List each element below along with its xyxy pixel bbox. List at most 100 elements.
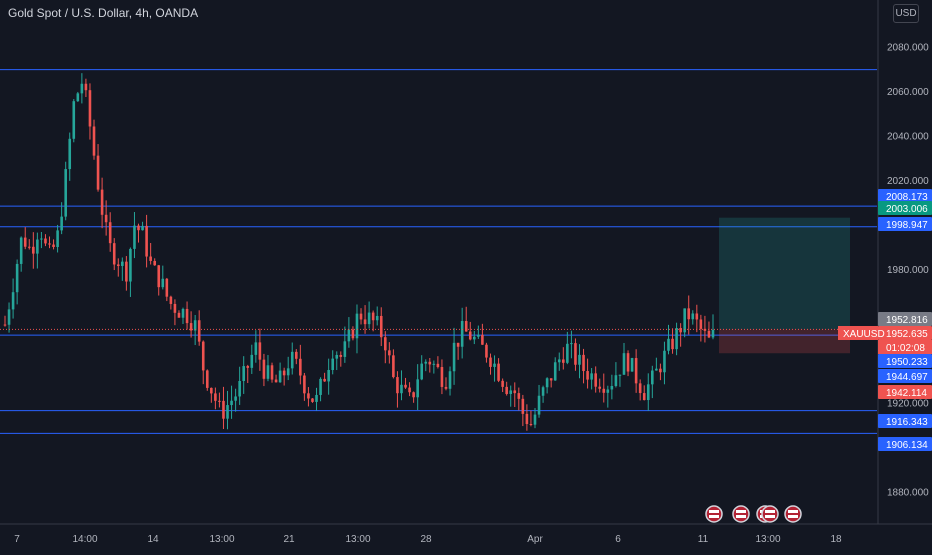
candle xyxy=(683,308,686,333)
candle xyxy=(133,225,136,249)
candle xyxy=(3,324,7,326)
symbol-tag xyxy=(838,326,878,340)
candle xyxy=(323,378,326,382)
candle xyxy=(610,385,614,390)
candle xyxy=(586,371,589,380)
candle xyxy=(108,222,112,244)
price-axis-label xyxy=(878,385,932,399)
candle xyxy=(60,216,63,231)
currency-button[interactable]: USD xyxy=(893,4,919,23)
candle xyxy=(501,380,504,387)
candle xyxy=(201,341,205,371)
candle xyxy=(679,328,682,333)
candle xyxy=(355,313,359,339)
candle xyxy=(618,374,622,376)
candle xyxy=(517,393,521,399)
symbol-tag-text: XAUUSD xyxy=(843,329,885,340)
candle xyxy=(687,308,691,320)
candle xyxy=(416,379,419,398)
event-flag-icon[interactable] xyxy=(784,505,802,523)
symbol-title: Gold Spot / U.S. Dollar, 4h, OANDA xyxy=(8,6,199,20)
candle xyxy=(626,353,630,372)
candle xyxy=(485,344,488,358)
candle xyxy=(185,308,189,324)
candle xyxy=(149,256,152,261)
candle xyxy=(270,365,274,380)
time-tick-label: 18 xyxy=(830,534,842,545)
candle xyxy=(222,400,225,419)
candle xyxy=(464,321,468,332)
candle xyxy=(408,387,411,393)
candle xyxy=(489,357,492,367)
price-axis-label-text: 1916.343 xyxy=(886,417,928,428)
candle xyxy=(521,398,525,414)
candle xyxy=(141,225,144,231)
candle xyxy=(299,358,302,376)
candle xyxy=(667,338,670,351)
candle xyxy=(570,343,573,345)
candle xyxy=(254,342,258,355)
candle xyxy=(525,413,529,425)
candle xyxy=(27,246,31,248)
candle xyxy=(699,319,703,329)
candle xyxy=(634,358,638,384)
candle xyxy=(125,261,128,282)
candle xyxy=(646,384,650,401)
time-tick-label: 7 xyxy=(14,534,20,545)
position-profit-zone[interactable] xyxy=(719,217,850,330)
candle xyxy=(359,313,363,320)
candle xyxy=(598,386,602,389)
event-flag-stripe xyxy=(788,510,798,513)
candle xyxy=(655,368,658,371)
candle xyxy=(671,338,674,350)
candle xyxy=(234,396,237,401)
candle xyxy=(578,354,581,365)
countdown-label xyxy=(878,340,932,354)
candle xyxy=(351,329,355,339)
time-tick-label: Apr xyxy=(527,534,543,545)
candle xyxy=(72,101,76,139)
candle xyxy=(335,354,339,359)
candle xyxy=(436,363,440,368)
candle xyxy=(594,373,597,387)
event-flag-icon[interactable] xyxy=(761,505,779,523)
position-stop-zone[interactable] xyxy=(719,329,850,354)
event-flag-stripe xyxy=(736,515,746,518)
event-flag-icon[interactable] xyxy=(732,505,750,523)
candle xyxy=(173,303,177,313)
candle xyxy=(19,237,23,264)
candle xyxy=(651,370,654,385)
time-tick-label: 13:00 xyxy=(209,534,234,545)
candle xyxy=(456,342,460,347)
candle xyxy=(371,312,375,321)
price-tick-label: 2060.000 xyxy=(887,87,929,98)
candle xyxy=(311,398,314,402)
candle xyxy=(189,323,193,331)
candle xyxy=(339,354,343,357)
price-axis-label xyxy=(878,437,932,451)
candle xyxy=(266,365,270,379)
event-flag-icon[interactable] xyxy=(705,505,723,523)
candle xyxy=(545,378,549,388)
price-axis-label-text: 1950.233 xyxy=(886,357,928,368)
candle xyxy=(205,370,209,388)
candle xyxy=(412,392,415,398)
candle xyxy=(614,375,618,386)
candle xyxy=(116,264,120,266)
candle xyxy=(242,366,245,382)
price-tick-label: 2040.000 xyxy=(887,131,929,142)
candle xyxy=(606,389,610,393)
candle xyxy=(440,367,444,387)
candle xyxy=(80,83,84,94)
candle xyxy=(638,383,642,394)
price-axis-label xyxy=(878,369,932,383)
candle xyxy=(214,393,217,401)
candle xyxy=(432,363,436,365)
candle xyxy=(574,343,577,365)
candle xyxy=(327,369,330,382)
time-tick-label: 14 xyxy=(147,534,159,545)
candle xyxy=(40,238,43,240)
candle xyxy=(48,243,51,245)
